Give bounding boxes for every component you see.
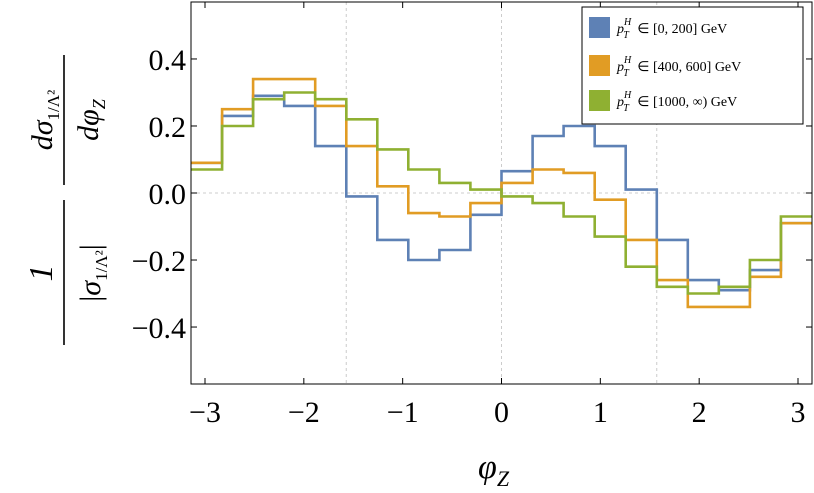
legend-label-3: pH T ∈ [1000, ∞) GeV [616,90,737,114]
y-title-prefactor-denominator: |σ1/Λ²| [74,244,111,301]
y-tick-label: 0.2 [149,111,187,144]
y-title-deriv-den-symbol: φ [72,109,105,126]
y-title-deriv-den-d: d [72,125,105,141]
x-axis-title: φZ [478,449,510,491]
legend-swatch-2 [589,55,610,76]
x-tick-label: −1 [387,396,419,429]
series-line-3 [191,91,812,295]
y-title-prefactor-numerator: 1 [23,265,60,282]
y-tick-label: −0.2 [132,245,186,278]
y-tick-label: 0.0 [149,178,187,211]
x-tick-label: −2 [288,396,320,429]
y-title-prefactor-den-sub: 1/Λ² [92,250,111,281]
y-title-derivative-numerator: dσ1/Λ² [26,90,63,150]
series-lines [191,77,812,309]
y-tick-label: −0.4 [132,312,186,345]
y-axis-title: 1 |σ1/Λ²| dσ1/Λ² dφZ [23,55,111,345]
grid-lines [191,2,812,384]
y-title-deriv-num-symbol: σ [26,119,59,135]
x-tick-label: −3 [189,396,221,429]
x-tick-label: 0 [494,396,509,429]
y-tick-label: 0.4 [149,44,187,77]
y-title-prefactor-den-symbol: σ [74,280,107,296]
y-title-derivative-denominator: dφZ [72,98,109,141]
legend-swatch-1 [589,17,610,38]
axis-ticks: −3 −2 −1 0 1 2 3 −0.4 −0.2 0.0 0.2 0.4 [132,2,812,429]
legend-label-1: pH T ∈ [0, 200] GeV [616,17,727,41]
x-axis-title-subscript: Z [497,466,510,491]
legend-frame [581,6,804,125]
x-tick-label: 3 [791,396,806,429]
x-tick-label: 1 [593,396,608,429]
y-title-deriv-num-sub: 1/Λ² [44,90,63,121]
y-title-deriv-num-d: d [26,134,59,150]
legend: pH T ∈ [0, 200] GeV pH T ∈ [400, 600] GeV pH… [581,6,804,125]
legend-swatch-3 [589,90,610,111]
x-tick-label: 2 [692,396,707,429]
x-axis-title-symbol: φ [478,449,497,486]
y-title-deriv-den-sub: Z [89,98,109,109]
legend-label-2: pH T ∈ [400, 600] GeV [616,55,741,79]
